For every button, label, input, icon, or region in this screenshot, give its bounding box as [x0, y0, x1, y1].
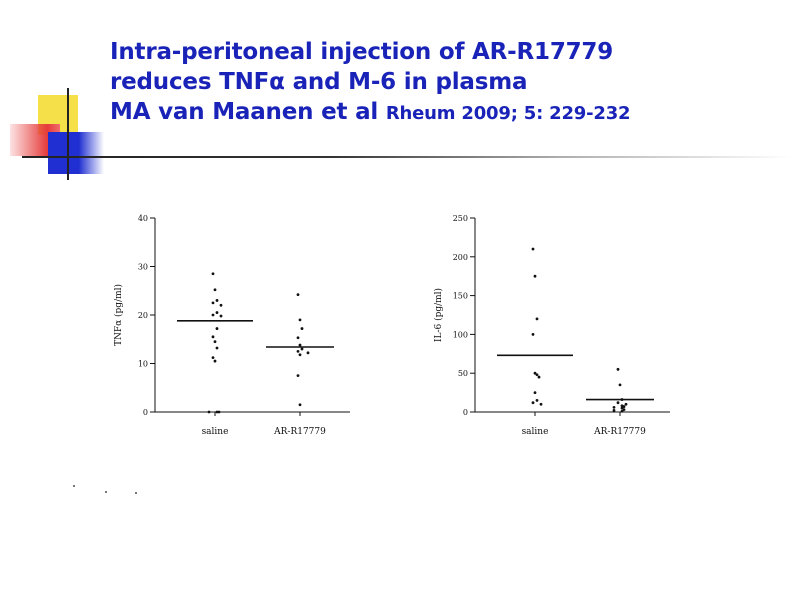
data-point	[624, 402, 628, 406]
data-point	[211, 356, 215, 360]
x-tick-label: AR-R17779	[273, 427, 326, 437]
data-point	[616, 401, 620, 405]
y-tick-label: 30	[138, 263, 148, 272]
decor-blue-square	[48, 132, 104, 174]
data-point	[215, 311, 219, 314]
data-point	[219, 314, 223, 318]
title-line-1: Intra-peritoneal injection of AR-R17779	[110, 39, 614, 65]
data-point	[533, 274, 537, 278]
title-line-2: reduces TNFα and M-6 in plasma	[110, 69, 528, 95]
data-point	[535, 317, 539, 321]
data-point	[215, 410, 219, 414]
data-point	[618, 383, 622, 387]
slide-title: Intra-peritoneal injection of AR-R17779 …	[110, 37, 631, 129]
data-point	[306, 351, 310, 355]
data-point	[298, 353, 302, 357]
y-tick-label: 150	[453, 292, 468, 301]
y-tick-label: 10	[138, 360, 148, 369]
data-point	[207, 410, 211, 414]
data-point	[296, 336, 300, 340]
title-reference: Rheum 2009; 5: 229-232	[385, 103, 631, 124]
stray-marks	[70, 485, 150, 497]
data-point	[535, 398, 539, 402]
data-point	[213, 340, 217, 344]
data-point	[539, 402, 543, 406]
y-axis-label: TNFα (pg/ml)	[113, 284, 124, 346]
data-point	[211, 335, 215, 339]
data-point	[298, 403, 302, 407]
y-axis-label: IL-6 (pg/ml)	[433, 288, 444, 342]
data-point	[622, 405, 626, 408]
data-point	[612, 409, 616, 412]
data-point	[215, 299, 219, 302]
title-line-3: MA van Maanen et al Rheum 2009; 5: 229-2…	[110, 97, 631, 129]
data-point	[296, 374, 300, 378]
data-point	[616, 367, 620, 371]
stray-mark	[105, 491, 107, 493]
data-point	[533, 371, 537, 375]
data-point	[219, 303, 223, 307]
data-point	[622, 408, 626, 412]
data-point	[620, 409, 624, 413]
data-point	[300, 327, 304, 330]
y-tick-label: 50	[458, 369, 468, 378]
data-point	[211, 272, 215, 276]
x-tick-label: saline	[202, 427, 229, 437]
stray-mark	[135, 492, 137, 494]
y-tick-label: 250	[453, 214, 468, 223]
data-point	[296, 293, 300, 297]
data-point	[211, 301, 215, 305]
data-point	[620, 406, 624, 410]
data-point	[537, 375, 541, 379]
y-tick-label: 20	[138, 311, 148, 320]
y-tick-label: 40	[138, 214, 148, 223]
data-point	[535, 373, 539, 377]
il6-scatter-chart: 0 50 100 150 200 250 IL-6 (pg/ml) saline AR-R177…	[433, 214, 670, 437]
data-point	[612, 405, 616, 409]
x-tick-label: saline	[522, 427, 549, 437]
data-point	[215, 327, 219, 330]
data-point	[215, 346, 219, 350]
y-tick-label: 200	[453, 253, 468, 262]
y-tick-label: 0	[143, 408, 148, 417]
stray-mark	[73, 485, 75, 487]
tnf-scatter-chart: 0 10 20 30 40 TNFα (pg/ml) saline AR-R17779	[113, 214, 350, 437]
y-tick-label: 0	[463, 408, 468, 417]
decor-vertical-line	[67, 88, 69, 180]
data-point	[213, 359, 217, 363]
x-tick-label: AR-R17779	[593, 427, 646, 437]
data-point	[531, 401, 535, 405]
data-point	[217, 410, 221, 414]
data-point	[531, 247, 535, 251]
data-point	[298, 343, 302, 347]
y-tick-label: 100	[453, 330, 468, 339]
data-point	[296, 349, 300, 353]
data-point	[213, 288, 217, 292]
data-point	[533, 391, 537, 394]
data-point	[531, 333, 535, 336]
title-authors: MA van Maanen et al	[110, 99, 386, 125]
title-underline	[22, 156, 792, 158]
data-point	[211, 313, 215, 317]
data-point	[300, 347, 304, 351]
data-point	[298, 318, 302, 322]
